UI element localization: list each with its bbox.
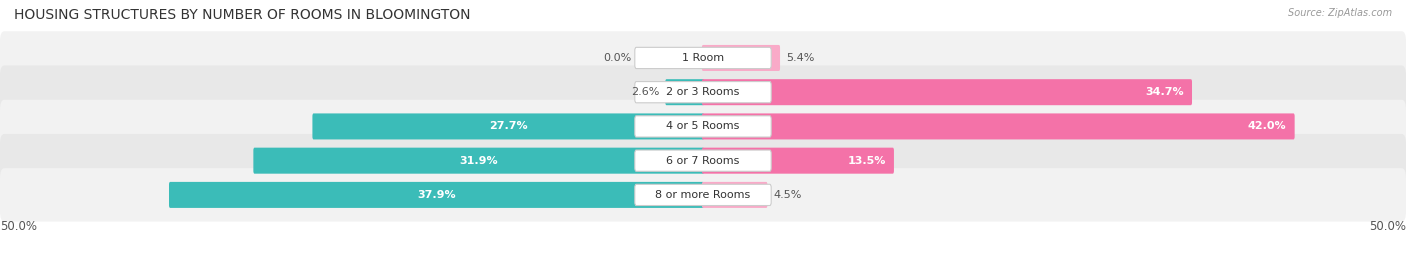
FancyBboxPatch shape: [312, 114, 704, 139]
FancyBboxPatch shape: [169, 182, 704, 208]
FancyBboxPatch shape: [0, 100, 1406, 153]
Text: 50.0%: 50.0%: [1369, 220, 1406, 233]
Text: 4 or 5 Rooms: 4 or 5 Rooms: [666, 121, 740, 132]
Text: 34.7%: 34.7%: [1146, 87, 1184, 97]
Text: 8 or more Rooms: 8 or more Rooms: [655, 190, 751, 200]
Text: 27.7%: 27.7%: [489, 121, 527, 132]
Text: 1 Room: 1 Room: [682, 53, 724, 63]
FancyBboxPatch shape: [0, 65, 1406, 119]
FancyBboxPatch shape: [665, 79, 704, 105]
Text: HOUSING STRUCTURES BY NUMBER OF ROOMS IN BLOOMINGTON: HOUSING STRUCTURES BY NUMBER OF ROOMS IN…: [14, 8, 471, 22]
Text: 0.0%: 0.0%: [603, 53, 633, 63]
Text: 2 or 3 Rooms: 2 or 3 Rooms: [666, 87, 740, 97]
FancyBboxPatch shape: [702, 182, 768, 208]
FancyBboxPatch shape: [636, 150, 772, 171]
Text: 50.0%: 50.0%: [0, 220, 37, 233]
Legend: Owner-occupied, Renter-occupied: Owner-occupied, Renter-occupied: [574, 264, 832, 269]
FancyBboxPatch shape: [636, 184, 772, 206]
Text: Source: ZipAtlas.com: Source: ZipAtlas.com: [1288, 8, 1392, 18]
Text: 13.5%: 13.5%: [848, 156, 886, 166]
Text: 5.4%: 5.4%: [786, 53, 814, 63]
Text: 31.9%: 31.9%: [460, 156, 498, 166]
FancyBboxPatch shape: [702, 148, 894, 174]
Text: 42.0%: 42.0%: [1249, 121, 1286, 132]
Text: 4.5%: 4.5%: [773, 190, 801, 200]
FancyBboxPatch shape: [0, 168, 1406, 222]
Text: 37.9%: 37.9%: [418, 190, 456, 200]
FancyBboxPatch shape: [636, 82, 772, 103]
FancyBboxPatch shape: [0, 31, 1406, 85]
FancyBboxPatch shape: [636, 116, 772, 137]
Text: 6 or 7 Rooms: 6 or 7 Rooms: [666, 156, 740, 166]
FancyBboxPatch shape: [253, 148, 704, 174]
FancyBboxPatch shape: [702, 45, 780, 71]
FancyBboxPatch shape: [702, 114, 1295, 139]
Text: 2.6%: 2.6%: [631, 87, 659, 97]
FancyBboxPatch shape: [0, 134, 1406, 187]
FancyBboxPatch shape: [702, 79, 1192, 105]
FancyBboxPatch shape: [636, 47, 772, 69]
